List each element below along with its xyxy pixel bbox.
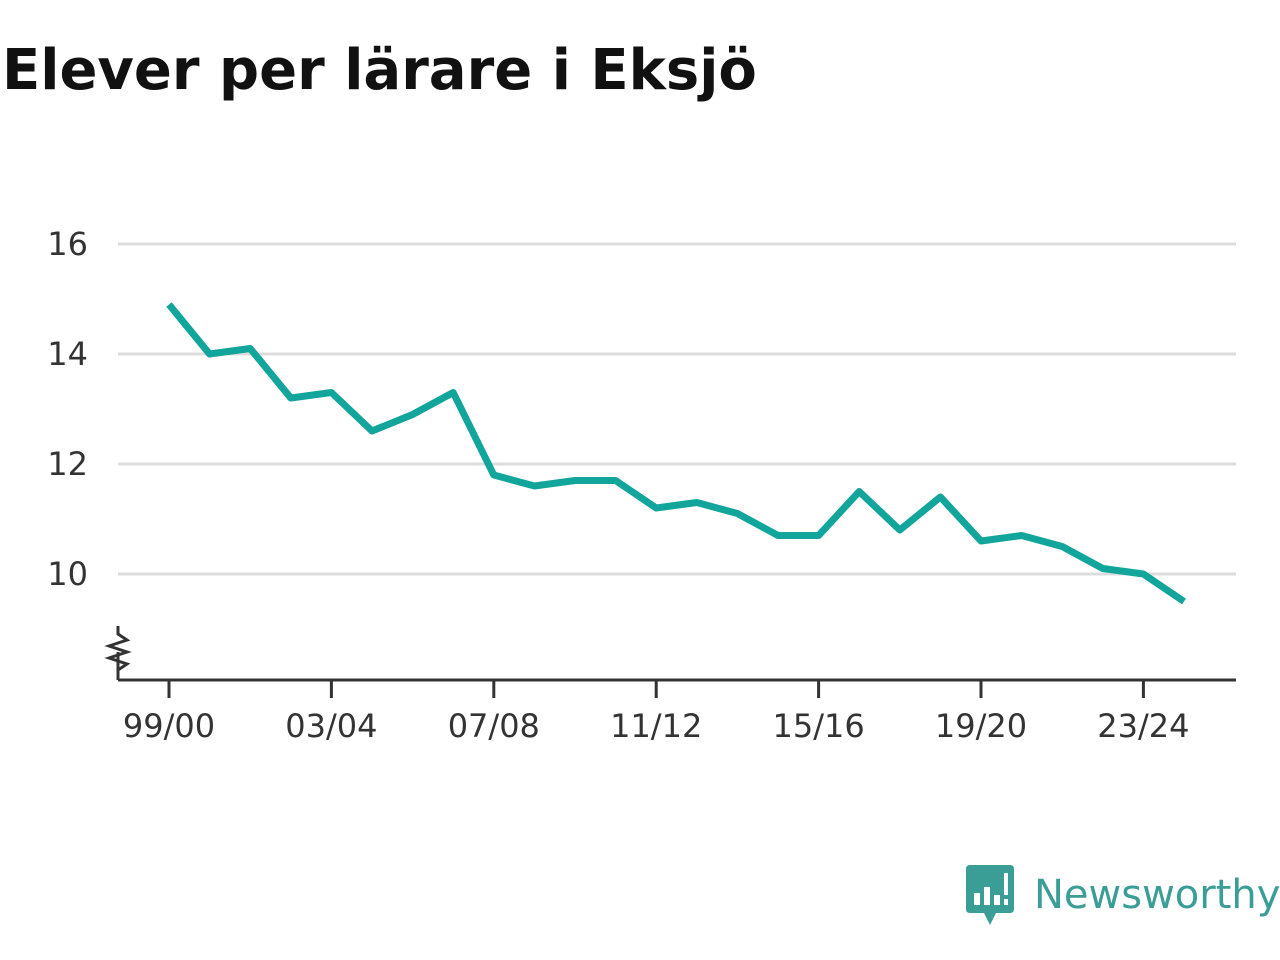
x-tick-label: 11/12 [610,707,702,745]
y-tick-label: 16 [47,225,88,263]
x-tick-label: 99/00 [123,707,215,745]
x-tick-label: 07/08 [448,707,540,745]
y-tick-label: 14 [47,335,88,373]
axis-break-icon [104,626,132,680]
bar-chart-speech-bubble-icon [966,865,1014,925]
x-tick-label: 23/24 [1097,707,1189,745]
y-tick-label: 12 [47,445,88,483]
series-group [166,302,1186,605]
x-axis-ticks: 99/00 03/04 07/08 11/12 15/16 19/20 23/24 [123,680,1190,745]
y-tick-label: 10 [47,555,88,593]
x-tick-label: 19/20 [935,707,1027,745]
series-line-0 [166,302,1186,605]
y-axis-ticks: 10 12 14 16 [47,225,88,593]
x-axis [104,626,1236,682]
x-tick-label: 15/16 [772,707,864,745]
x-tick-label: 03/04 [285,707,377,745]
grid-lines [118,242,1236,576]
brand-name: Newsworthy [1034,872,1280,918]
brand-logo: Newsworthy [964,862,1280,928]
chart-title: Elever per lärare i Eksjö [2,38,757,103]
